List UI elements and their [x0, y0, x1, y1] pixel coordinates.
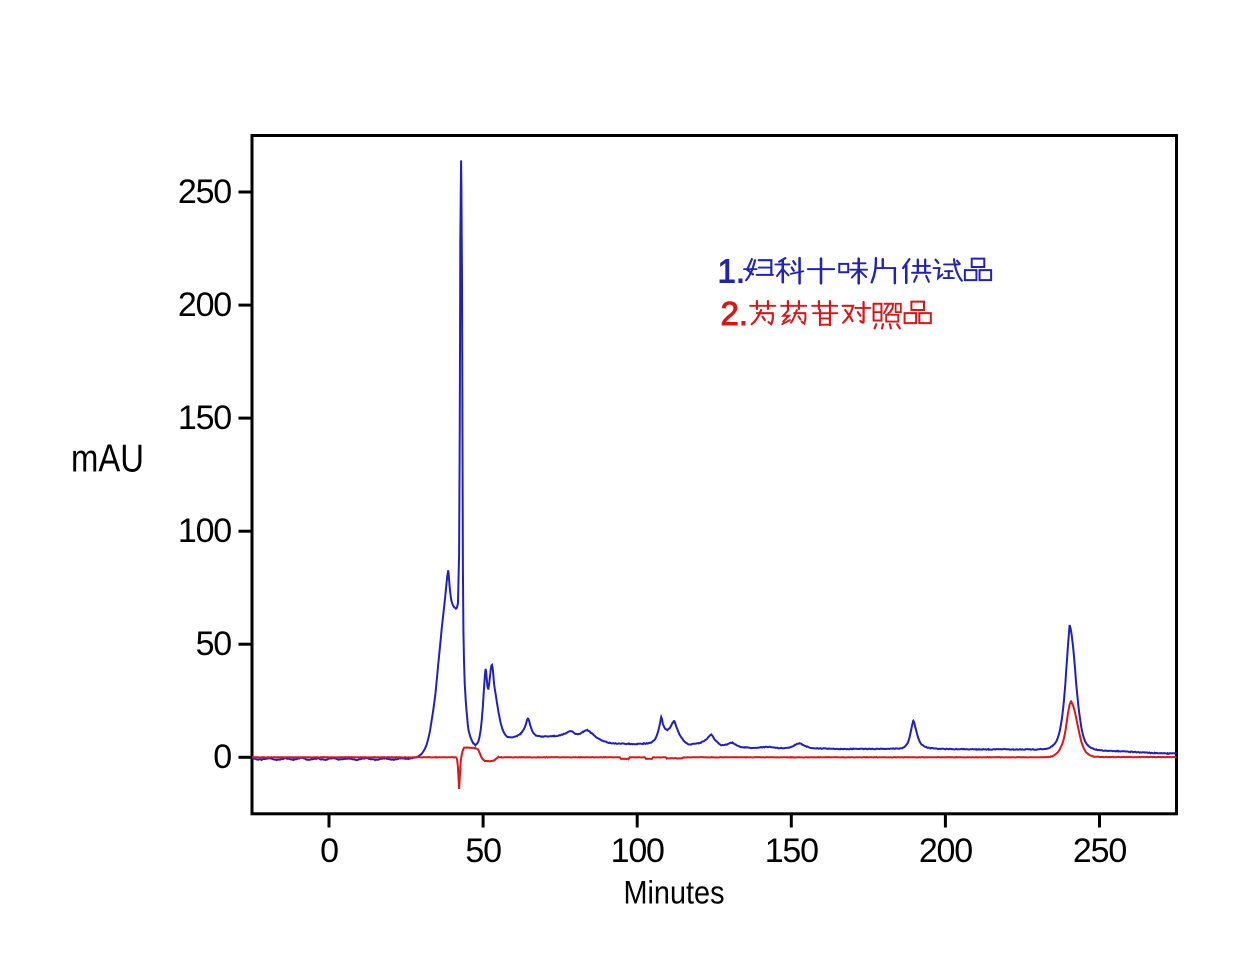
svg-text:Minutes: Minutes — [624, 875, 725, 911]
svg-text:50: 50 — [196, 625, 232, 663]
svg-text:0: 0 — [213, 738, 231, 776]
svg-text:150: 150 — [765, 832, 818, 870]
svg-text:1.: 1. — [718, 253, 746, 290]
svg-text:150: 150 — [178, 399, 231, 437]
svg-text:100: 100 — [178, 512, 231, 550]
svg-text:mAU: mAU — [71, 438, 144, 481]
svg-text:2.: 2. — [721, 295, 749, 332]
svg-text:100: 100 — [611, 832, 664, 870]
svg-text:200: 200 — [178, 286, 231, 324]
svg-text:200: 200 — [919, 832, 972, 870]
svg-text:250: 250 — [1073, 832, 1126, 870]
svg-text:250: 250 — [178, 173, 231, 211]
svg-text:50: 50 — [465, 832, 501, 870]
svg-text:0: 0 — [320, 832, 338, 870]
